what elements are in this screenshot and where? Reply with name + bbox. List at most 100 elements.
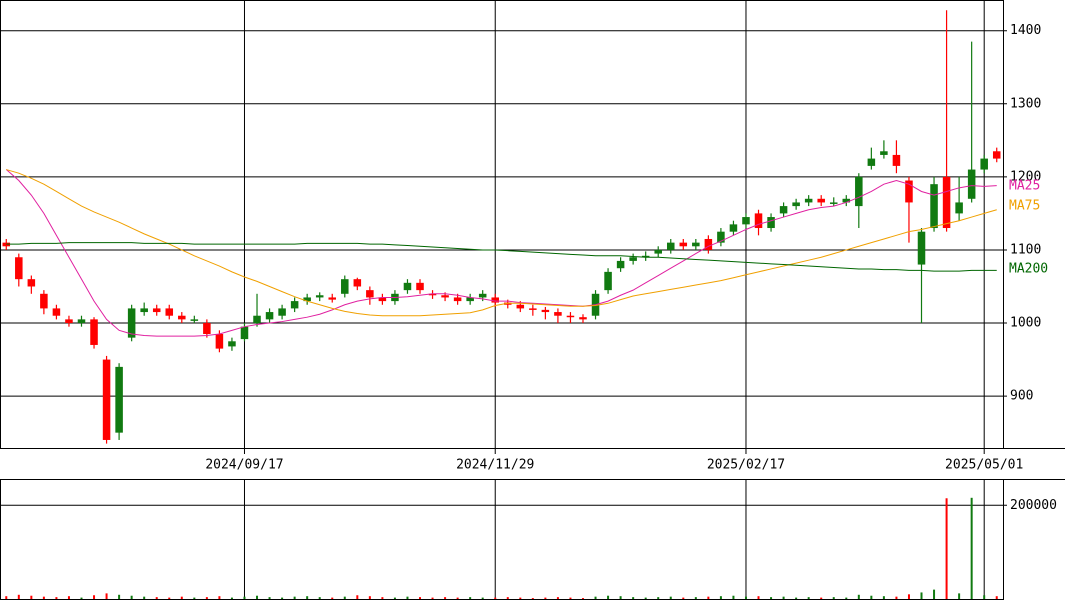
volume-bar (205, 597, 208, 599)
candle-body (992, 151, 1001, 159)
candle-body (466, 297, 474, 302)
volume-bar (845, 597, 848, 599)
volume-bar (907, 594, 910, 599)
volume-bar (481, 597, 484, 599)
volume-bar (682, 597, 685, 599)
candle-body (980, 158, 988, 170)
volume-bar (130, 595, 133, 599)
candle-body (717, 231, 725, 243)
volume-bar (632, 597, 635, 599)
candle-body (692, 242, 700, 247)
volume-bar (168, 597, 171, 599)
volume-bar (857, 594, 860, 599)
y-tick-label: 1100 (1010, 242, 1041, 257)
candle-body (328, 297, 337, 300)
moving-average-line (6, 169, 997, 317)
volume-bar (556, 597, 559, 599)
volume-bar (55, 597, 58, 599)
price-frame (0, 0, 1004, 449)
candle-body (641, 255, 650, 258)
candle-body (917, 231, 926, 265)
candle-body (478, 293, 487, 298)
y-tick-label: 1300 (1010, 96, 1041, 111)
candle-body (905, 180, 913, 203)
candle-body (967, 169, 976, 199)
candle-body (403, 282, 412, 291)
volume-bar (17, 594, 20, 599)
volume-bar (180, 596, 183, 599)
volume-bar (895, 596, 898, 599)
volume-bar (519, 597, 522, 599)
candle-body (880, 151, 888, 155)
candle-body (892, 154, 901, 166)
legend-label: MA200 (1009, 262, 1048, 277)
volume-bar (795, 597, 798, 599)
volume-bar (230, 597, 233, 599)
candle-body (817, 198, 825, 203)
candle-body (165, 308, 174, 316)
volume-bar (995, 596, 998, 599)
candle-body (754, 213, 763, 229)
volume-bar (469, 597, 472, 599)
volume-bar (281, 597, 284, 599)
candle-body (855, 176, 863, 207)
candle-body (115, 366, 123, 433)
volume-bar (870, 595, 873, 599)
candle-body (792, 202, 800, 207)
volume-bar (67, 596, 70, 599)
candle-body (290, 301, 299, 309)
candle-body (341, 279, 349, 294)
volume-bar (970, 497, 973, 599)
candle-body (566, 315, 575, 318)
moving-average-line (6, 242, 997, 272)
candle-body (303, 297, 311, 302)
volume-bar (293, 596, 296, 599)
candle-body (228, 341, 236, 347)
candle-body (65, 319, 73, 324)
volume-bar (331, 597, 334, 599)
candle-body (203, 323, 211, 334)
candle-body (416, 282, 424, 291)
volume-bar (694, 597, 697, 599)
candle-body (90, 319, 98, 345)
candle-body (742, 217, 750, 225)
volume-bar (381, 597, 384, 599)
y-tick-label: 1400 (1010, 23, 1041, 38)
candle-body (629, 257, 637, 261)
volume-bar (506, 597, 509, 599)
candle-body (178, 315, 186, 320)
candle-body (378, 297, 387, 302)
volume-bar (343, 596, 346, 599)
volume-bar (933, 589, 936, 599)
volume-bar (920, 592, 923, 599)
volume-bar (118, 594, 121, 599)
volume-bar (594, 596, 597, 599)
volume-bar (832, 597, 835, 599)
volume-bar (155, 597, 158, 599)
candle-body (127, 308, 136, 338)
candle-body (441, 295, 449, 298)
volume-bar (619, 596, 622, 599)
volume-bar (707, 596, 710, 599)
candle-body (704, 238, 713, 250)
volume-bar (644, 597, 647, 599)
candle-body (942, 176, 951, 229)
volume-bar (5, 596, 8, 599)
candle-body (529, 308, 537, 310)
volume-bar (744, 596, 747, 599)
candle-body (428, 293, 437, 296)
y-tick-label: 900 (1010, 389, 1033, 404)
candle-body (930, 184, 938, 229)
candle-body (140, 308, 148, 313)
volume-bar (306, 596, 309, 599)
candle-body (604, 271, 612, 291)
volume-bar (256, 595, 259, 599)
volume-bar (318, 597, 321, 599)
volume-bar (356, 595, 359, 599)
volume-bar (569, 597, 572, 599)
candle-body (767, 217, 775, 229)
volume-bar (544, 597, 547, 599)
volume-bar (218, 596, 221, 599)
volume-bar (431, 597, 434, 599)
